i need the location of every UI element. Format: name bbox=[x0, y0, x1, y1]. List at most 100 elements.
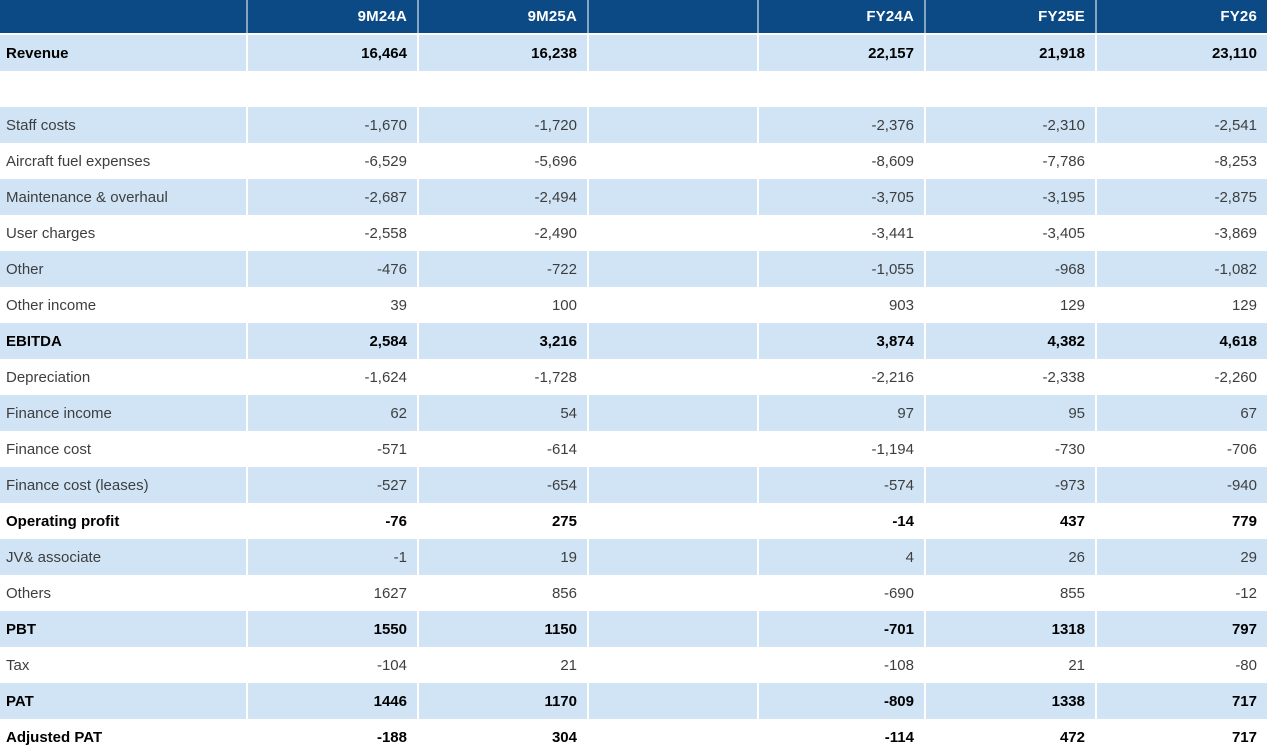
cell-9m25a: 100 bbox=[418, 287, 589, 323]
cell-fy25e: -730 bbox=[925, 431, 1097, 467]
cell-fy25e: 1338 bbox=[925, 683, 1097, 719]
row-label: EBITDA bbox=[0, 323, 248, 359]
cell-fy26: -1,082 bbox=[1096, 251, 1267, 287]
row-label: Tax bbox=[0, 647, 248, 683]
cell-fy24a: -1,194 bbox=[758, 431, 926, 467]
row-label: Others bbox=[0, 575, 248, 611]
cell-9m25a: 1170 bbox=[418, 683, 589, 719]
table-row-tax: Tax -104 21 -108 21 -80 bbox=[0, 647, 1267, 683]
cell-fy25e: -3,195 bbox=[925, 179, 1097, 215]
table-row-ebitda: EBITDA 2,584 3,216 3,874 4,382 4,618 bbox=[0, 323, 1267, 359]
cell-9m24a: -476 bbox=[247, 251, 419, 287]
cell-9m24a: -6,529 bbox=[247, 143, 419, 179]
spacer-cell bbox=[588, 71, 759, 107]
cell-fy25e: -2,310 bbox=[925, 107, 1097, 143]
cell-fy25e: -7,786 bbox=[925, 143, 1097, 179]
table-body: Revenue 16,464 16,238 22,157 21,918 23,110 Sta… bbox=[0, 34, 1267, 755]
table-row-finance-cost-leases: Finance cost (leases) -527 -654 -574 -973 -94… bbox=[0, 467, 1267, 503]
cell-fy26: 4,618 bbox=[1096, 323, 1267, 359]
cell-fy24a: -3,705 bbox=[758, 179, 926, 215]
cell-fy26: -8,253 bbox=[1096, 143, 1267, 179]
cell-9m25a: -614 bbox=[418, 431, 589, 467]
table-row-pbt: PBT 1550 1150 -701 1318 797 bbox=[0, 611, 1267, 647]
cell-9m25a: -2,490 bbox=[418, 215, 589, 251]
cell-fy26: -3,869 bbox=[1096, 215, 1267, 251]
cell-9m25a: -654 bbox=[418, 467, 589, 503]
cell-9m25a: -722 bbox=[418, 251, 589, 287]
cell-fy24a: -14 bbox=[758, 503, 926, 539]
cell-9m25a: -2,494 bbox=[418, 179, 589, 215]
row-label: Staff costs bbox=[0, 107, 248, 143]
spacer-cell bbox=[588, 323, 759, 359]
cell-fy26: 717 bbox=[1096, 683, 1267, 719]
cell-fy26: 67 bbox=[1096, 395, 1267, 431]
row-label: PBT bbox=[0, 611, 248, 647]
cell-9m25a bbox=[418, 71, 589, 107]
cell-9m24a: -571 bbox=[247, 431, 419, 467]
spacer-cell bbox=[588, 34, 759, 71]
cell-9m24a: 1446 bbox=[247, 683, 419, 719]
cell-fy24a: -701 bbox=[758, 611, 926, 647]
spacer-cell bbox=[588, 503, 759, 539]
cell-fy25e: 4,382 bbox=[925, 323, 1097, 359]
row-label: Finance cost (leases) bbox=[0, 467, 248, 503]
cell-fy24a: -1,055 bbox=[758, 251, 926, 287]
cell-9m25a: 19 bbox=[418, 539, 589, 575]
cell-fy26: 29 bbox=[1096, 539, 1267, 575]
cell-fy26: 717 bbox=[1096, 719, 1267, 755]
cell-fy24a: 4 bbox=[758, 539, 926, 575]
spacer-cell bbox=[588, 143, 759, 179]
cell-9m24a: -2,687 bbox=[247, 179, 419, 215]
row-label: PAT bbox=[0, 683, 248, 719]
row-label: Other income bbox=[0, 287, 248, 323]
cell-9m25a: 21 bbox=[418, 647, 589, 683]
table-row-adjusted-pat: Adjusted PAT -188 304 -114 472 717 bbox=[0, 719, 1267, 755]
cell-fy24a: -114 bbox=[758, 719, 926, 755]
cell-9m24a: 1550 bbox=[247, 611, 419, 647]
table-row-pat: PAT 1446 1170 -809 1338 717 bbox=[0, 683, 1267, 719]
cell-fy26: 129 bbox=[1096, 287, 1267, 323]
table-row-others: Others 1627 856 -690 855 -12 bbox=[0, 575, 1267, 611]
cell-9m25a: 16,238 bbox=[418, 34, 589, 71]
cell-9m25a: 856 bbox=[418, 575, 589, 611]
table-row-finance-income: Finance income 62 54 97 95 67 bbox=[0, 395, 1267, 431]
column-header-label bbox=[0, 0, 248, 35]
cell-fy24a: -574 bbox=[758, 467, 926, 503]
row-label: Finance income bbox=[0, 395, 248, 431]
cell-fy24a bbox=[758, 71, 926, 107]
row-label: Revenue bbox=[0, 34, 248, 71]
cell-fy26: -940 bbox=[1096, 467, 1267, 503]
table-row-user-charges: User charges -2,558 -2,490 -3,441 -3,405 -3,8… bbox=[0, 215, 1267, 251]
cell-fy24a: -2,216 bbox=[758, 359, 926, 395]
cell-fy25e: 472 bbox=[925, 719, 1097, 755]
cell-fy26: -2,541 bbox=[1096, 107, 1267, 143]
cell-fy24a: -809 bbox=[758, 683, 926, 719]
spacer-cell bbox=[588, 575, 759, 611]
cell-fy25e: 437 bbox=[925, 503, 1097, 539]
spacer-cell bbox=[588, 359, 759, 395]
spacer-cell bbox=[588, 647, 759, 683]
column-header-fy25e: FY25E bbox=[925, 0, 1097, 35]
column-header-9m24a: 9M24A bbox=[247, 0, 419, 35]
cell-fy25e: 95 bbox=[925, 395, 1097, 431]
cell-9m25a: 1150 bbox=[418, 611, 589, 647]
column-header-fy26: FY26 bbox=[1096, 0, 1267, 35]
cell-fy25e: 21,918 bbox=[925, 34, 1097, 71]
cell-fy24a: -108 bbox=[758, 647, 926, 683]
row-label: Aircraft fuel expenses bbox=[0, 143, 248, 179]
spacer-cell bbox=[588, 467, 759, 503]
spacer-cell bbox=[588, 539, 759, 575]
row-label bbox=[0, 71, 248, 107]
cell-fy25e: -973 bbox=[925, 467, 1097, 503]
spacer-cell bbox=[588, 431, 759, 467]
row-label: Depreciation bbox=[0, 359, 248, 395]
cell-9m24a: 39 bbox=[247, 287, 419, 323]
cell-fy24a: 3,874 bbox=[758, 323, 926, 359]
spacer-cell bbox=[588, 215, 759, 251]
cell-fy26 bbox=[1096, 71, 1267, 107]
table-row-other-income: Other income 39 100 903 129 129 bbox=[0, 287, 1267, 323]
cell-fy26: 797 bbox=[1096, 611, 1267, 647]
cell-fy25e: -3,405 bbox=[925, 215, 1097, 251]
cell-9m24a: -188 bbox=[247, 719, 419, 755]
table-row-blank bbox=[0, 71, 1267, 107]
